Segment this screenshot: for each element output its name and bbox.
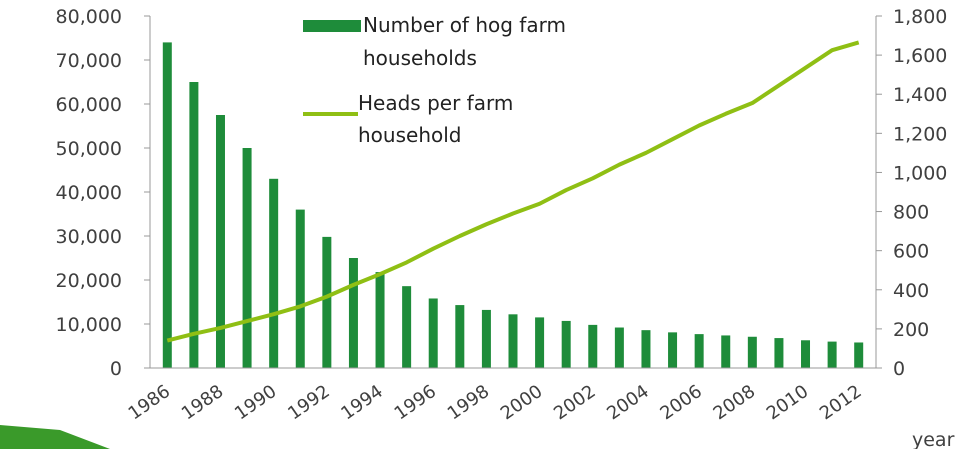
legend-bar-label-line2: households	[363, 46, 477, 70]
bar-2008	[747, 336, 757, 368]
bar-1990	[269, 178, 279, 368]
bar-1994	[375, 272, 385, 368]
left-tick-label: 60,000	[56, 94, 122, 116]
right-tick-label: 1,600	[893, 45, 947, 67]
left-tick-label: 10,000	[56, 314, 122, 336]
line-series	[166, 40, 860, 343]
bar-2000	[535, 317, 545, 368]
bar-1992	[322, 236, 332, 368]
right-tick-label: 1,200	[893, 123, 947, 145]
bar-2003	[614, 327, 624, 368]
legend: Number of hog farm households Heads per …	[303, 13, 566, 147]
bar-2006	[694, 334, 704, 368]
x-tick-label: 1988	[178, 381, 228, 424]
bar-2011	[827, 341, 837, 368]
legend-line-label-line1: Heads per farm	[358, 91, 513, 115]
bar-1988	[215, 115, 225, 368]
bar-2004	[641, 330, 651, 368]
left-tick-label: 40,000	[56, 182, 122, 204]
bar-1993	[348, 258, 358, 368]
legend-bar-label-line1: Number of hog farm	[363, 13, 566, 37]
x-tick-label: 1992	[284, 381, 334, 424]
x-tick-label: 2002	[550, 381, 600, 424]
right-axis-ticks: 0 200 400 600 800 1,000 1,200 1,400 1,600 1,800	[876, 6, 947, 380]
bar-1996	[428, 298, 438, 368]
bar-2002	[588, 324, 598, 368]
right-tick-label: 400	[893, 280, 929, 302]
legend-bar-swatch	[303, 20, 361, 32]
left-tick-label: 20,000	[56, 270, 122, 292]
bar-1987	[189, 82, 199, 368]
x-axis-label: year	[912, 429, 955, 449]
bar-1989	[242, 148, 252, 368]
bar-1998	[481, 309, 491, 368]
bar-series	[162, 42, 864, 369]
bar-1986	[162, 42, 172, 369]
bar-2005	[668, 332, 678, 368]
bar-1995	[402, 286, 412, 368]
right-tick-label: 1,400	[893, 84, 947, 106]
bar-1997	[455, 305, 465, 368]
right-tick-label: 200	[893, 319, 929, 341]
right-tick-label: 1,000	[893, 162, 947, 184]
left-axis-ticks: 0 10,000 20,000 30,000 40,000 50,000 60,000 70,…	[56, 6, 150, 380]
x-tick-label: 2010	[763, 381, 813, 424]
right-tick-label: 0	[893, 358, 905, 380]
left-tick-label: 0	[110, 358, 122, 380]
x-tick-label: 1998	[444, 381, 494, 424]
x-tick-label: 1986	[125, 381, 175, 424]
bar-2010	[801, 340, 811, 368]
right-tick-label: 600	[893, 241, 929, 263]
x-tick-label: 1994	[337, 381, 387, 424]
bar-2009	[774, 338, 784, 368]
x-tick-label: 2004	[603, 381, 653, 424]
right-tick-label: 800	[893, 202, 929, 224]
x-tick-label: 2006	[656, 381, 706, 424]
right-tick-label: 1,800	[893, 6, 947, 28]
x-tick-label: 1990	[231, 381, 281, 424]
bar-1999	[508, 314, 518, 368]
left-tick-label: 70,000	[56, 50, 122, 72]
x-tick-label: 1996	[391, 381, 441, 424]
legend-line-label-line2: household	[358, 123, 461, 147]
x-tick-label: 2012	[816, 381, 866, 424]
left-tick-label: 80,000	[56, 6, 122, 28]
bar-2001	[561, 320, 571, 368]
x-tick-label: 2000	[497, 381, 547, 424]
left-tick-label: 50,000	[56, 138, 122, 160]
left-tick-label: 30,000	[56, 226, 122, 248]
bar-2007	[721, 335, 731, 368]
heads-per-household-line	[166, 40, 860, 343]
x-tick-label: 2008	[710, 381, 760, 424]
bar-2012	[854, 342, 864, 368]
decorative-corner-shape	[0, 425, 110, 449]
x-axis-ticks: 1986 1988 1990 1992 1994 1996 1998 2000 2002 2004…	[125, 381, 866, 424]
bar-1991	[295, 209, 305, 368]
